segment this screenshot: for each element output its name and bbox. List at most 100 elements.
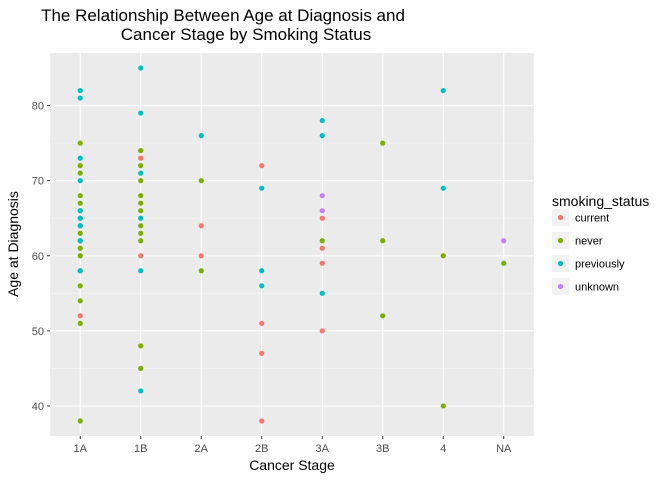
data-point-never: [138, 200, 144, 206]
data-point-previously: [77, 238, 83, 244]
data-point-never: [380, 313, 386, 319]
data-point-previously: [77, 87, 83, 94]
legend-marker: [557, 260, 564, 267]
data-point-never: [198, 268, 204, 274]
x-axis-ticks: 1A 1B 2A 2B 3A 3B 4 NA: [74, 436, 512, 455]
data-point-current: [259, 418, 265, 424]
x-tick-label: 4: [440, 443, 446, 455]
data-point-current: [319, 328, 325, 334]
data-point-never: [440, 403, 446, 409]
y-tick-label: 80: [32, 101, 44, 113]
data-point-never: [440, 253, 446, 259]
data-point-never: [138, 238, 144, 244]
data-point-current: [259, 320, 265, 326]
data-point-never: [77, 320, 83, 326]
data-point-never: [77, 298, 83, 304]
data-point-previously: [319, 117, 325, 124]
data-point-previously: [77, 215, 83, 221]
legend: smoking_status current never previously unk…: [552, 193, 649, 295]
data-point-current: [319, 215, 325, 221]
data-point-unknown: [319, 208, 325, 214]
legend-label: current: [575, 213, 609, 225]
data-point-previously: [440, 87, 446, 94]
x-tick-label: NA: [496, 443, 512, 455]
data-point-never: [77, 170, 83, 176]
data-point-current: [319, 260, 325, 266]
x-tick-label: 1A: [74, 443, 88, 455]
y-axis-ticks: 40 50 60 70 80: [32, 101, 50, 413]
data-point-previously: [138, 110, 144, 116]
chart-title-line-1: The Relationship Between Age at Diagnosi…: [41, 6, 405, 25]
x-tick-label: 1B: [134, 443, 147, 455]
data-point-never: [198, 178, 204, 184]
data-point-previously: [138, 268, 144, 274]
y-tick-label: 60: [32, 251, 44, 263]
x-tick-label: 3B: [376, 443, 389, 455]
data-point-never: [138, 230, 144, 236]
legend-title: smoking_status: [552, 193, 649, 209]
data-point-current: [319, 245, 325, 251]
data-point-never: [138, 365, 144, 372]
data-point-never: [138, 343, 144, 349]
y-axis-title: Age at Diagnosis: [5, 191, 21, 297]
data-point-current: [198, 223, 204, 229]
data-point-never: [138, 193, 144, 199]
data-point-previously: [77, 208, 83, 214]
data-point-never: [319, 238, 325, 244]
data-point-current: [198, 253, 204, 259]
data-point-previously: [259, 185, 265, 191]
data-point-previously: [77, 155, 83, 161]
x-tick-label: 2A: [195, 443, 209, 455]
data-point-previously: [77, 178, 83, 184]
chart-title-line-2: Cancer Stage by Smoking Status: [121, 25, 371, 44]
x-tick-label: 3A: [316, 443, 330, 455]
data-point-never: [501, 260, 507, 266]
legend-label: unknown: [575, 282, 619, 294]
data-point-previously: [77, 223, 83, 229]
data-point-never: [77, 163, 83, 169]
data-point-unknown: [319, 193, 325, 199]
data-point-never: [138, 148, 144, 154]
data-point-previously: [319, 290, 325, 296]
data-point-never: [77, 200, 83, 206]
data-point-current: [259, 163, 265, 169]
data-point-previously: [259, 268, 265, 274]
data-point-never: [77, 253, 83, 259]
data-point-never: [77, 418, 83, 424]
data-point-never: [138, 163, 144, 169]
data-point-previously: [138, 65, 144, 71]
data-point-never: [138, 223, 144, 229]
data-point-previously: [198, 133, 204, 139]
y-tick-label: 70: [32, 176, 44, 188]
data-point-never: [138, 178, 144, 184]
data-points: [77, 65, 507, 424]
data-point-previously: [77, 268, 83, 274]
legend-marker: [557, 237, 564, 244]
data-point-current: [138, 253, 144, 259]
y-tick-label: 40: [32, 401, 44, 413]
data-point-current: [259, 350, 265, 356]
data-point-never: [77, 283, 83, 289]
data-point-current: [77, 313, 83, 319]
x-tick-label: 2B: [255, 443, 268, 455]
data-point-never: [77, 140, 83, 146]
data-point-never: [380, 140, 386, 146]
data-point-never: [77, 230, 83, 236]
data-point-previously: [77, 95, 83, 101]
data-point-previously: [259, 283, 265, 289]
y-tick-label: 50: [32, 326, 44, 338]
grid-lines: [50, 53, 534, 436]
legend-marker: [557, 283, 564, 290]
data-point-previously: [440, 185, 446, 191]
data-point-previously: [138, 388, 144, 394]
data-point-previously: [138, 170, 144, 176]
x-axis-title: Cancer Stage: [249, 457, 335, 473]
data-point-previously: [138, 215, 144, 221]
data-point-unknown: [501, 238, 507, 244]
data-point-current: [138, 155, 144, 161]
data-point-never: [77, 193, 83, 199]
legend-marker: [557, 214, 564, 221]
legend-label: previously: [575, 259, 625, 271]
plot-panel: [50, 53, 534, 436]
